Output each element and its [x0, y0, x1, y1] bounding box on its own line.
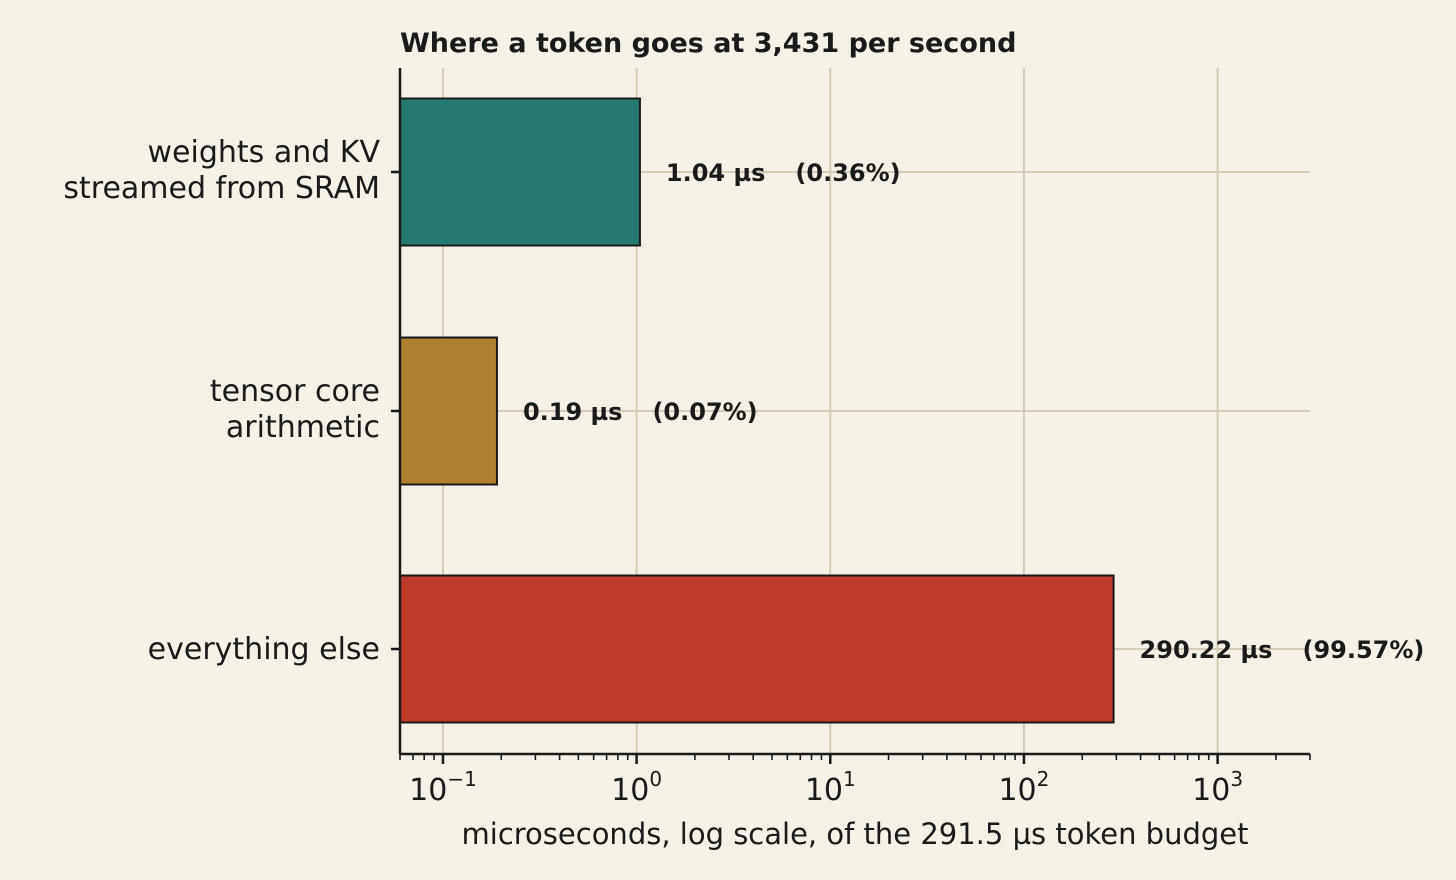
bar-value-label-0: 1.04 µs (0.36%) [666, 159, 901, 187]
category-label-1: tensor core arithmetic [210, 374, 380, 445]
x-tick-label-1: 100 [611, 767, 662, 808]
bar-value-label-1: 0.19 µs (0.07%) [523, 398, 758, 426]
category-labels: weights and KV streamed from SRAM tensor c… [63, 135, 380, 667]
x-tick-label-3: 102 [998, 767, 1049, 808]
bars [399, 97, 1115, 724]
x-ticks: 10−1 100 101 102 103 [391, 170, 1311, 808]
x-axis-label: microseconds, log scale, of the 291.5 µs… [462, 817, 1249, 851]
value-labels: 1.04 µs (0.36%) 0.19 µs (0.07%) 290.22 µs (99… [523, 159, 1424, 664]
bar-value-label-2: 290.22 µs (99.57%) [1140, 636, 1425, 664]
x-tick-label-0: 10−1 [409, 767, 477, 808]
bar-1 [399, 336, 498, 486]
category-label-0: weights and KV streamed from SRAM [63, 135, 380, 206]
category-label-2: everything else [148, 632, 380, 667]
bar-2 [399, 574, 1115, 724]
x-tick-label-4: 103 [1192, 767, 1243, 808]
x-tick-label-2: 101 [805, 767, 856, 808]
chart-title: Where a token goes at 3,431 per second [400, 28, 1016, 59]
bar-0 [399, 97, 641, 247]
